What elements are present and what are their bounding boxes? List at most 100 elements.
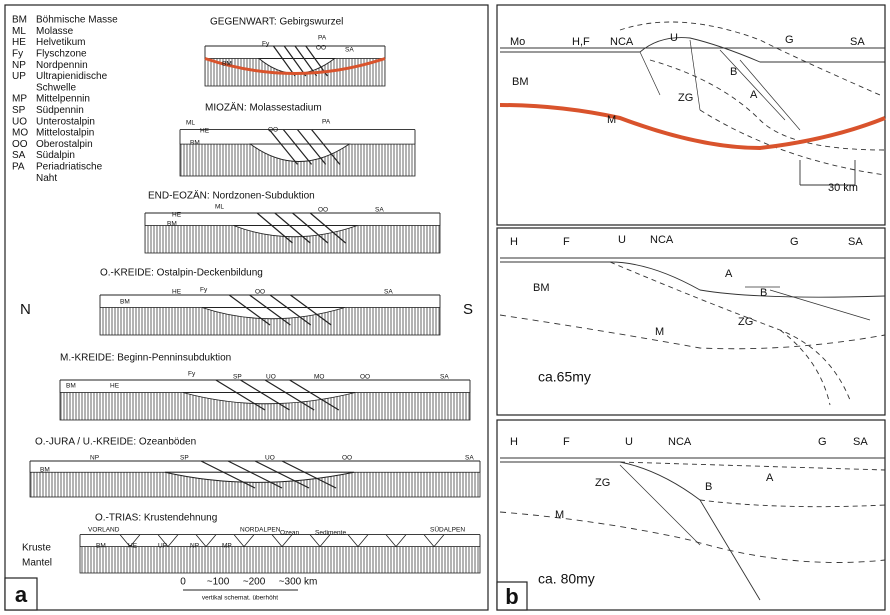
- legend-abbr: ML: [12, 26, 26, 37]
- unit-label: SP: [180, 455, 189, 462]
- unit-label: SA: [848, 236, 863, 248]
- unit-label: SA: [375, 207, 384, 214]
- legend-abbr: UO: [12, 116, 27, 127]
- unit-label: SA: [465, 455, 474, 462]
- unit-label: BM: [533, 282, 550, 294]
- unit-label: MO: [314, 374, 324, 381]
- unit-label: UO: [266, 374, 276, 381]
- unit-label: M: [655, 326, 664, 338]
- unit-label: G: [785, 34, 794, 46]
- legend-name: Flyschzone: [36, 49, 87, 60]
- unit-label: BM: [167, 221, 177, 228]
- section-title: MIOZÄN: Molassestadium: [205, 102, 322, 114]
- unit-label: Ozean: [280, 530, 300, 537]
- unit-label: BM: [40, 467, 50, 474]
- section-title: O.-TRIAS: Krustendehnung: [95, 513, 217, 524]
- unit-label: BM: [120, 299, 130, 306]
- unit-label: ZG: [738, 316, 753, 328]
- legend-name: Helvetikum: [36, 37, 85, 48]
- unit-label: UO: [265, 455, 275, 462]
- legend-name: Schwelle: [36, 82, 76, 93]
- unit-label: PA: [322, 119, 331, 126]
- legend-name: Ultrapienidische: [36, 71, 108, 82]
- unit-label: BM: [512, 76, 529, 88]
- unit-label: B: [730, 66, 737, 78]
- unit-label: A: [725, 268, 733, 280]
- legend-abbr: MO: [12, 128, 28, 139]
- legend-abbr: PA: [12, 162, 25, 173]
- unit-label: M: [555, 509, 564, 521]
- unit-label: ML: [186, 120, 195, 127]
- section-title: END-EOZÄN: Nordzonen-Subduktion: [148, 190, 315, 202]
- legend-abbr: MP: [12, 94, 27, 105]
- unit-label: SA: [853, 436, 868, 448]
- unit-label: NORDALPEN: [240, 527, 281, 534]
- unit-label: BM: [190, 140, 200, 147]
- unit-label: U: [618, 234, 626, 246]
- layer-label: Kruste: [22, 543, 51, 554]
- legend-abbr: OO: [12, 139, 28, 150]
- legend-name: Südalpin: [36, 150, 75, 161]
- unit-label: NCA: [668, 436, 692, 448]
- unit-label: Fy: [188, 371, 196, 378]
- legend-name: Nordpennin: [36, 60, 88, 71]
- unit-label: SÜDALPEN: [430, 526, 465, 534]
- panel-label: b: [505, 584, 518, 609]
- unit-label: NCA: [650, 234, 674, 246]
- unit-label: H,F: [572, 36, 590, 48]
- unit-label: HE: [172, 212, 182, 219]
- scale-note: vertikal schemat. überhöht: [202, 595, 278, 602]
- unit-label: ZG: [595, 477, 610, 489]
- unit-label: HE: [128, 543, 138, 550]
- section-title: GEGENWART: Gebirgswurzel: [210, 17, 343, 28]
- legend-abbr: BM: [12, 15, 27, 26]
- legend-abbr: SP: [12, 105, 26, 116]
- unit-label: ZG: [678, 92, 693, 104]
- legend-name: Molasse: [36, 26, 74, 37]
- panel-label: a: [15, 582, 28, 607]
- section-title: O.-KREIDE: Ostalpin-Deckenbildung: [100, 268, 263, 279]
- legend-abbr: SA: [12, 150, 26, 161]
- unit-label: SA: [440, 374, 449, 381]
- layer-label: Mantel: [22, 558, 52, 569]
- unit-label: HE: [200, 128, 210, 135]
- unit-label: PA: [318, 35, 327, 42]
- legend-name: Mittelostalpin: [36, 128, 94, 139]
- unit-label: BM: [96, 543, 106, 550]
- unit-label: G: [790, 236, 799, 248]
- legend-name: Naht: [36, 173, 57, 184]
- direction-label: S: [463, 301, 473, 318]
- legend-name: Periadriatische: [36, 162, 103, 173]
- unit-label: BM: [222, 61, 232, 68]
- unit-label: Fy: [262, 41, 270, 48]
- section-title: O.-JURA / U.-KREIDE: Ozeanböden: [35, 437, 196, 448]
- unit-label: OO: [318, 207, 328, 214]
- unit-label: OO: [255, 289, 265, 296]
- scale-tick: 0: [180, 577, 186, 588]
- mantle: [80, 547, 480, 573]
- legend-name: Mittelpennin: [36, 94, 90, 105]
- unit-label: ML: [215, 204, 224, 211]
- unit-label: H: [510, 436, 518, 448]
- unit-label: OO: [342, 455, 352, 462]
- unit-label: HE: [172, 289, 182, 296]
- unit-label: BM: [66, 383, 76, 390]
- unit-label: B: [705, 481, 712, 493]
- unit-label: OO: [316, 45, 326, 52]
- legend-abbr: NP: [12, 60, 26, 71]
- unit-label: A: [766, 472, 774, 484]
- scale-tick: ~300 km: [279, 577, 318, 588]
- age-label: ca.65my: [538, 369, 591, 385]
- unit-label: A: [750, 89, 758, 101]
- unit-label: U: [670, 32, 678, 44]
- unit-label: Mo: [510, 36, 525, 48]
- unit-label: OO: [268, 127, 278, 134]
- unit-label: SA: [850, 36, 865, 48]
- unit-label: OO: [360, 374, 370, 381]
- figure: a b N S Kruste Mantel 0 ~100 ~200 ~300 k…: [0, 0, 890, 615]
- unit-label: NP: [190, 543, 199, 550]
- unit-label: MP: [222, 543, 232, 550]
- unit-label: Fy: [200, 287, 208, 294]
- unit-label: NCA: [610, 36, 634, 48]
- legend-name: Südpennin: [36, 105, 84, 116]
